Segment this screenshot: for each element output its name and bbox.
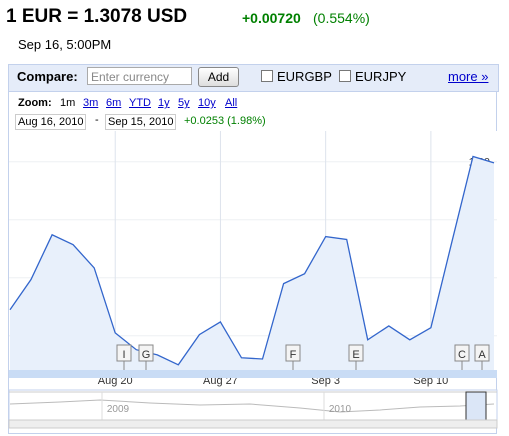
compare-label: Compare:: [17, 69, 78, 84]
zoom-option[interactable]: 10y: [198, 97, 216, 109]
navigator-label: 2010: [329, 404, 352, 415]
zoom-option[interactable]: YTD: [129, 97, 151, 109]
event-label: I: [122, 349, 125, 361]
event-label: F: [290, 349, 297, 361]
scrollbar: [8, 419, 498, 429]
zoom-option[interactable]: 1m: [60, 97, 76, 109]
zoom-option[interactable]: 6m: [106, 97, 122, 109]
navigator-window[interactable]: [465, 391, 487, 421]
range-change: +0.0253 (1.98%): [184, 115, 266, 127]
zoom-option[interactable]: 5y: [178, 97, 190, 109]
event-label: G: [142, 349, 151, 361]
event-label: C: [458, 349, 466, 361]
navigator-label: 2009: [107, 404, 130, 415]
zoom-label: Zoom:: [18, 97, 52, 109]
zoom-option[interactable]: 1y: [158, 97, 170, 109]
navigator-line: [9, 399, 495, 413]
zoom-option[interactable]: All: [225, 97, 238, 109]
area-fill: [10, 156, 494, 370]
zoom-option[interactable]: 3m: [83, 97, 99, 109]
line: [9, 155, 495, 366]
axis-band: [9, 370, 497, 378]
checkbox[interactable]: [261, 70, 273, 82]
add-button[interactable]: Add: [198, 67, 239, 87]
timestamp: Sep 16, 5:00PM: [18, 37, 112, 52]
event-label: A: [478, 349, 486, 361]
quote: 1 EUR = 1.3078 USD: [6, 6, 188, 27]
compare-input[interactable]: Enter currency: [87, 67, 192, 85]
more-link[interactable]: more »: [448, 69, 489, 84]
change-pct: (0.554%): [313, 10, 370, 26]
range-start[interactable]: Aug 16, 2010: [15, 114, 87, 130]
compare-option: EURGBP: [277, 69, 332, 84]
event-label: E: [352, 349, 359, 361]
change: +0.00720: [242, 10, 301, 26]
compare-option: EURJPY: [355, 69, 407, 84]
checkbox[interactable]: [339, 70, 351, 82]
range-separator: -: [95, 114, 99, 126]
range-end[interactable]: Sep 15, 2010: [105, 114, 177, 130]
